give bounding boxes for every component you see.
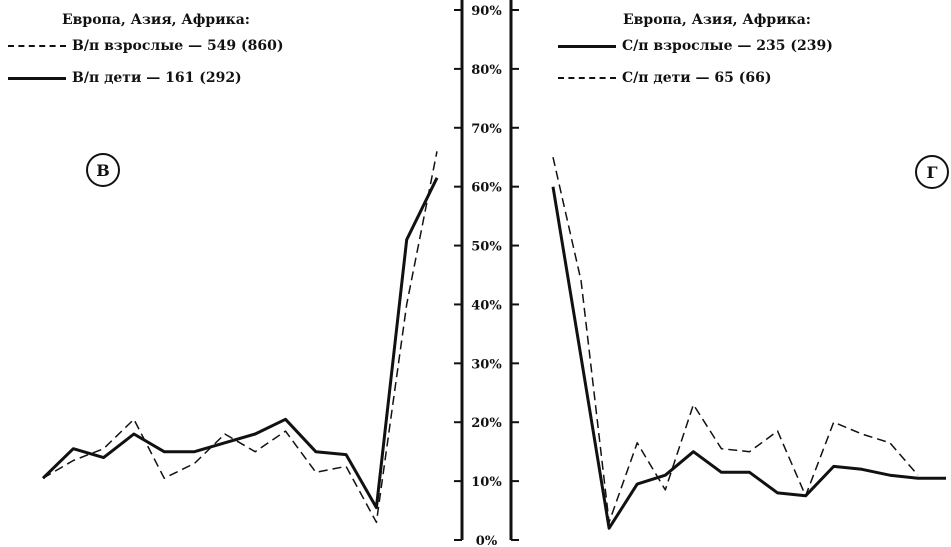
series-line-panel1-1 xyxy=(42,151,438,524)
y-tick-label: 10% xyxy=(471,475,502,490)
y-tick-label: 50% xyxy=(471,240,502,255)
y-tick-label: 60% xyxy=(471,181,502,196)
legend-item-right-children: С/п дети — 65 (66) xyxy=(558,70,772,86)
legend-title-left: Европа, Азия, Африка: xyxy=(62,12,250,28)
legend-item-left-children: В/п дети — 161 (292) xyxy=(8,70,242,86)
panel-marker-left: В xyxy=(86,153,120,187)
legend-label-left-children: В/п дети — 161 (292) xyxy=(72,70,242,86)
legend-swatch-solid xyxy=(558,44,616,48)
y-tick-label: 30% xyxy=(471,357,502,372)
legend-item-right-adults: С/п взрослые — 235 (239) xyxy=(558,38,833,54)
legend-label-right-children: С/п дети — 65 (66) xyxy=(622,70,772,86)
legend-item-left-adults: В/п взрослые — 549 (860) xyxy=(8,38,284,54)
y-tick-label: 70% xyxy=(471,122,502,137)
legend-title-right: Европа, Азия, Африка: xyxy=(623,12,811,28)
legend-swatch-dashed xyxy=(558,77,616,79)
series-line-panel2-1 xyxy=(551,186,946,530)
legend-label-left-adults: В/п взрослые — 549 (860) xyxy=(72,38,284,54)
legend-swatch-solid xyxy=(8,76,66,80)
y-tick-label: 20% xyxy=(471,416,502,431)
series-line-panel1-2 xyxy=(41,177,439,510)
y-tick-label: 90% xyxy=(471,4,502,19)
series-line-panel2-2 xyxy=(552,157,919,524)
panel-marker-right: Г xyxy=(915,155,949,189)
y-tick-label: 80% xyxy=(471,63,502,78)
y-tick-label: 0% xyxy=(476,534,498,547)
legend-swatch-dashed xyxy=(8,45,66,47)
y-tick-label: 40% xyxy=(471,298,502,313)
legend-label-right-adults: С/п взрослые — 235 (239) xyxy=(622,38,833,54)
